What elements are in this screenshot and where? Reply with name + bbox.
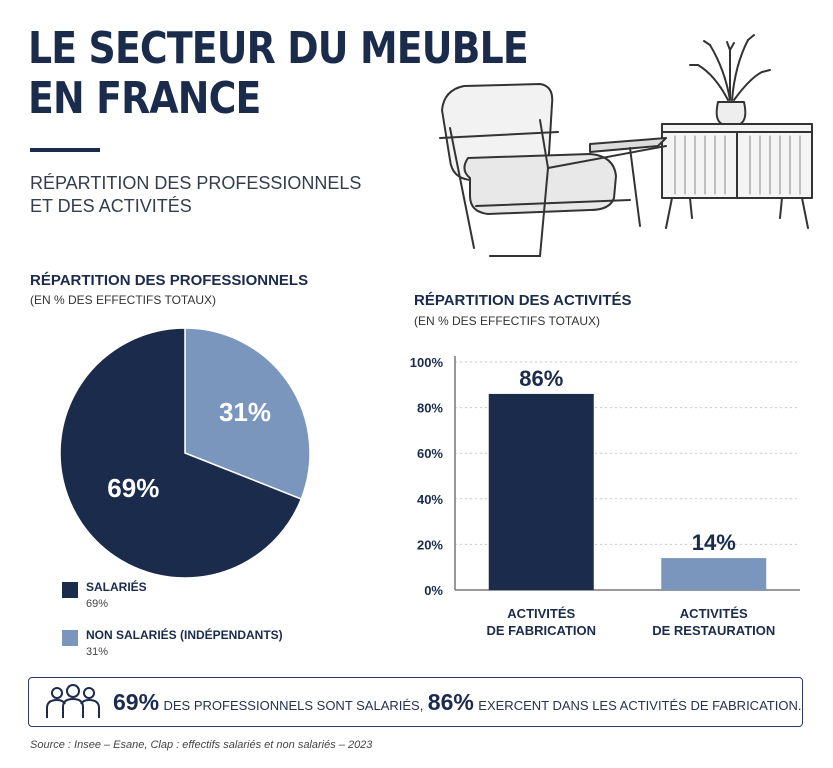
- furniture-illustration: [439, 34, 813, 257]
- subtitle-line-2: ET DES ACTIVITÉS: [30, 196, 192, 216]
- pie-chart: 31% 69%: [59, 327, 311, 579]
- legend-swatch-salaries: [62, 582, 78, 598]
- bar-value-label-1: 14%: [692, 530, 736, 555]
- title-line-1: LE SECTEUR DU MEUBLE: [28, 23, 529, 74]
- bar-chart-title: RÉPARTITION DES ACTIVITÉS: [414, 292, 632, 309]
- y-tick-label-0: 0%: [424, 583, 443, 598]
- legend-label-non-salaries: NON SALARIÉS (INDÉPENDANTS): [86, 628, 283, 642]
- legend-label-salaries: SALARIÉS: [86, 580, 147, 594]
- pie-slice-label-0: 31%: [219, 397, 271, 427]
- bar-1: [661, 558, 767, 590]
- x-category-label-0-0: ACTIVITÉS: [507, 606, 575, 621]
- x-category-label-1-0: ACTIVITÉS: [680, 606, 748, 621]
- y-tick-label-3: 60%: [417, 446, 443, 461]
- subtitle-line-1: RÉPARTITION DES PROFESSIONNELS: [30, 173, 362, 193]
- people-group-icon: [46, 684, 100, 718]
- y-tick-label-4: 80%: [417, 401, 443, 416]
- bar-chart: 0% 20% 40% 60% 80% 100% 86% ACTIVITÉS DE FABRICA…: [410, 355, 800, 638]
- summary-text-fabrication: EXERCENT DANS LES ACTIVITÉS DE FABRICATI…: [478, 698, 802, 713]
- page-subtitle: RÉPARTITION DES PROFESSIONNELS ET DES AC…: [30, 172, 361, 218]
- legend-value-non-salaries: 31%: [86, 646, 109, 658]
- pie-chart-title: RÉPARTITION DES PROFESSIONNELS: [30, 272, 309, 289]
- bar-chart-subtitle: (EN % DES EFFECTIFS TOTAUX): [414, 314, 601, 328]
- pie-chart-subtitle: (EN % DES EFFECTIFS TOTAUX): [30, 293, 217, 307]
- plant-vase-icon: [689, 34, 771, 125]
- summary-stat-fabrication: 86%: [427, 689, 474, 715]
- title-line-2: EN FRANCE: [28, 73, 261, 124]
- summary-text: 69% DES PROFESSIONNELS SONT SALARIÉS, 86…: [113, 678, 801, 730]
- bar-0: [488, 393, 594, 590]
- x-category-label-0-1: DE FABRICATION: [486, 623, 596, 638]
- page-title: LE SECTEUR DU MEUBLE EN FRANCE: [28, 23, 529, 124]
- summary-stat-salaries: 69%: [113, 689, 160, 715]
- y-tick-label-5: 100%: [410, 355, 444, 370]
- bar-value-label-0: 86%: [519, 366, 563, 391]
- pie-slice-label-1: 69%: [107, 473, 159, 503]
- pie-slice-1: [59, 327, 303, 579]
- legend-swatch-non-salaries: [62, 630, 78, 646]
- title-divider: [30, 148, 100, 152]
- y-tick-label-2: 40%: [417, 492, 443, 507]
- legend-value-salaries: 69%: [86, 598, 109, 610]
- sideboard-icon: [661, 123, 813, 229]
- x-category-label-1-1: DE RESTAURATION: [652, 623, 775, 638]
- armchair-icon: [439, 83, 667, 257]
- y-tick-label-1: 20%: [417, 537, 443, 552]
- source-note: Source : Insee – Esane, Clap : effectifs…: [30, 739, 373, 751]
- pie-slice-0: [184, 327, 311, 500]
- summary-text-salaries: DES PROFESSIONNELS SONT SALARIÉS,: [163, 698, 424, 713]
- summary-banner: 69% DES PROFESSIONNELS SONT SALARIÉS, 86…: [28, 677, 803, 727]
